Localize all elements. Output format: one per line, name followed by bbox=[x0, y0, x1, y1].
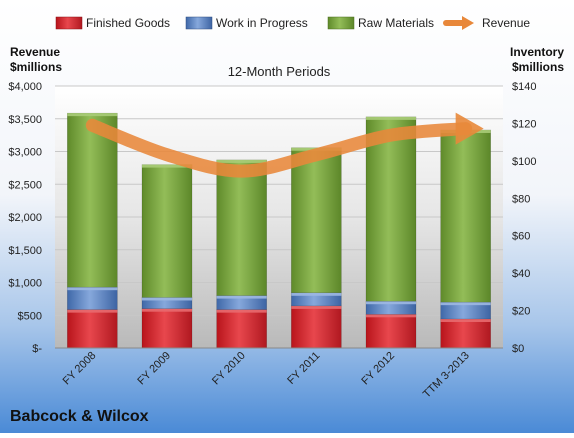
bar-top-work-in-progress bbox=[142, 297, 192, 300]
bar-raw-materials bbox=[291, 148, 341, 293]
y-right-tick-label: $80 bbox=[512, 193, 530, 205]
bar-top-raw-materials bbox=[217, 160, 267, 163]
bar-top-raw-materials bbox=[366, 117, 416, 120]
bar-finished-goods bbox=[217, 310, 267, 348]
y-left-tick-label: $2,000 bbox=[8, 212, 42, 224]
bar-top-work-in-progress bbox=[67, 287, 117, 290]
y-right-tick-label: $0 bbox=[512, 343, 524, 355]
bar-top-finished-goods bbox=[142, 309, 192, 312]
legend-item-raw-materials[interactable]: Raw Materials bbox=[328, 16, 434, 30]
y-axis-right-title-line2: $millions bbox=[512, 60, 564, 74]
bar-top-finished-goods bbox=[441, 319, 491, 322]
legend-swatch-finished-goods bbox=[56, 17, 82, 29]
bar-raw-materials bbox=[217, 160, 267, 296]
y-right-tick-label: $60 bbox=[512, 231, 530, 243]
y-left-tick-label: $1,500 bbox=[8, 245, 42, 257]
y-axis-left-title-line1: Revenue bbox=[10, 45, 60, 59]
bar-top-finished-goods bbox=[291, 306, 341, 309]
chart-subtitle: 12-Month Periods bbox=[228, 64, 331, 79]
legend-label-finished-goods: Finished Goods bbox=[86, 16, 170, 30]
bar-finished-goods bbox=[291, 306, 341, 348]
bar-top-finished-goods bbox=[67, 310, 117, 313]
bar-raw-materials bbox=[142, 165, 192, 298]
bar-top-work-in-progress bbox=[441, 302, 491, 305]
legend-label-revenue: Revenue bbox=[482, 16, 530, 30]
legend-label-raw-materials: Raw Materials bbox=[358, 16, 434, 30]
bar-work-in-progress bbox=[67, 287, 117, 309]
bar-finished-goods bbox=[67, 310, 117, 348]
y-left-tick-label: $1,000 bbox=[8, 278, 42, 290]
bar-top-finished-goods bbox=[217, 310, 267, 313]
bar-top-work-in-progress bbox=[366, 301, 416, 304]
y-left-tick-label: $3,000 bbox=[8, 147, 42, 159]
y-right-tick-label: $40 bbox=[512, 268, 530, 280]
y-right-tick-label: $120 bbox=[512, 118, 536, 130]
bar-finished-goods bbox=[142, 309, 192, 348]
bar-top-work-in-progress bbox=[291, 293, 341, 296]
bar-finished-goods bbox=[441, 319, 491, 348]
y-right-tick-label: $100 bbox=[512, 156, 536, 168]
legend-swatch-raw-materials bbox=[328, 17, 354, 29]
y-right-tick-label: $20 bbox=[512, 306, 530, 318]
y-left-tick-label: $3,500 bbox=[8, 114, 42, 126]
y-left-tick-label: $- bbox=[32, 343, 42, 355]
legend-label-work-in-progress: Work in Progress bbox=[216, 16, 308, 30]
y-left-tick-label: $500 bbox=[18, 310, 42, 322]
bar-top-finished-goods bbox=[366, 314, 416, 317]
legend-swatch-work-in-progress bbox=[186, 17, 212, 29]
legend-item-finished-goods[interactable]: Finished Goods bbox=[56, 16, 170, 30]
legend-item-work-in-progress[interactable]: Work in Progress bbox=[186, 16, 308, 30]
y-axis-right-title-line1: Inventory bbox=[510, 45, 564, 59]
y-left-tick-label: $4,000 bbox=[8, 81, 42, 93]
y-axis-left-title-line2: $millions bbox=[10, 60, 62, 74]
y-right-tick-label: $140 bbox=[512, 81, 536, 93]
bar-top-raw-materials bbox=[67, 113, 117, 116]
bar-raw-materials bbox=[441, 130, 491, 302]
bar-top-work-in-progress bbox=[217, 296, 267, 299]
bar-finished-goods bbox=[366, 314, 416, 348]
company-name: Babcock & Wilcox bbox=[10, 408, 149, 425]
y-left-tick-label: $2,500 bbox=[8, 179, 42, 191]
